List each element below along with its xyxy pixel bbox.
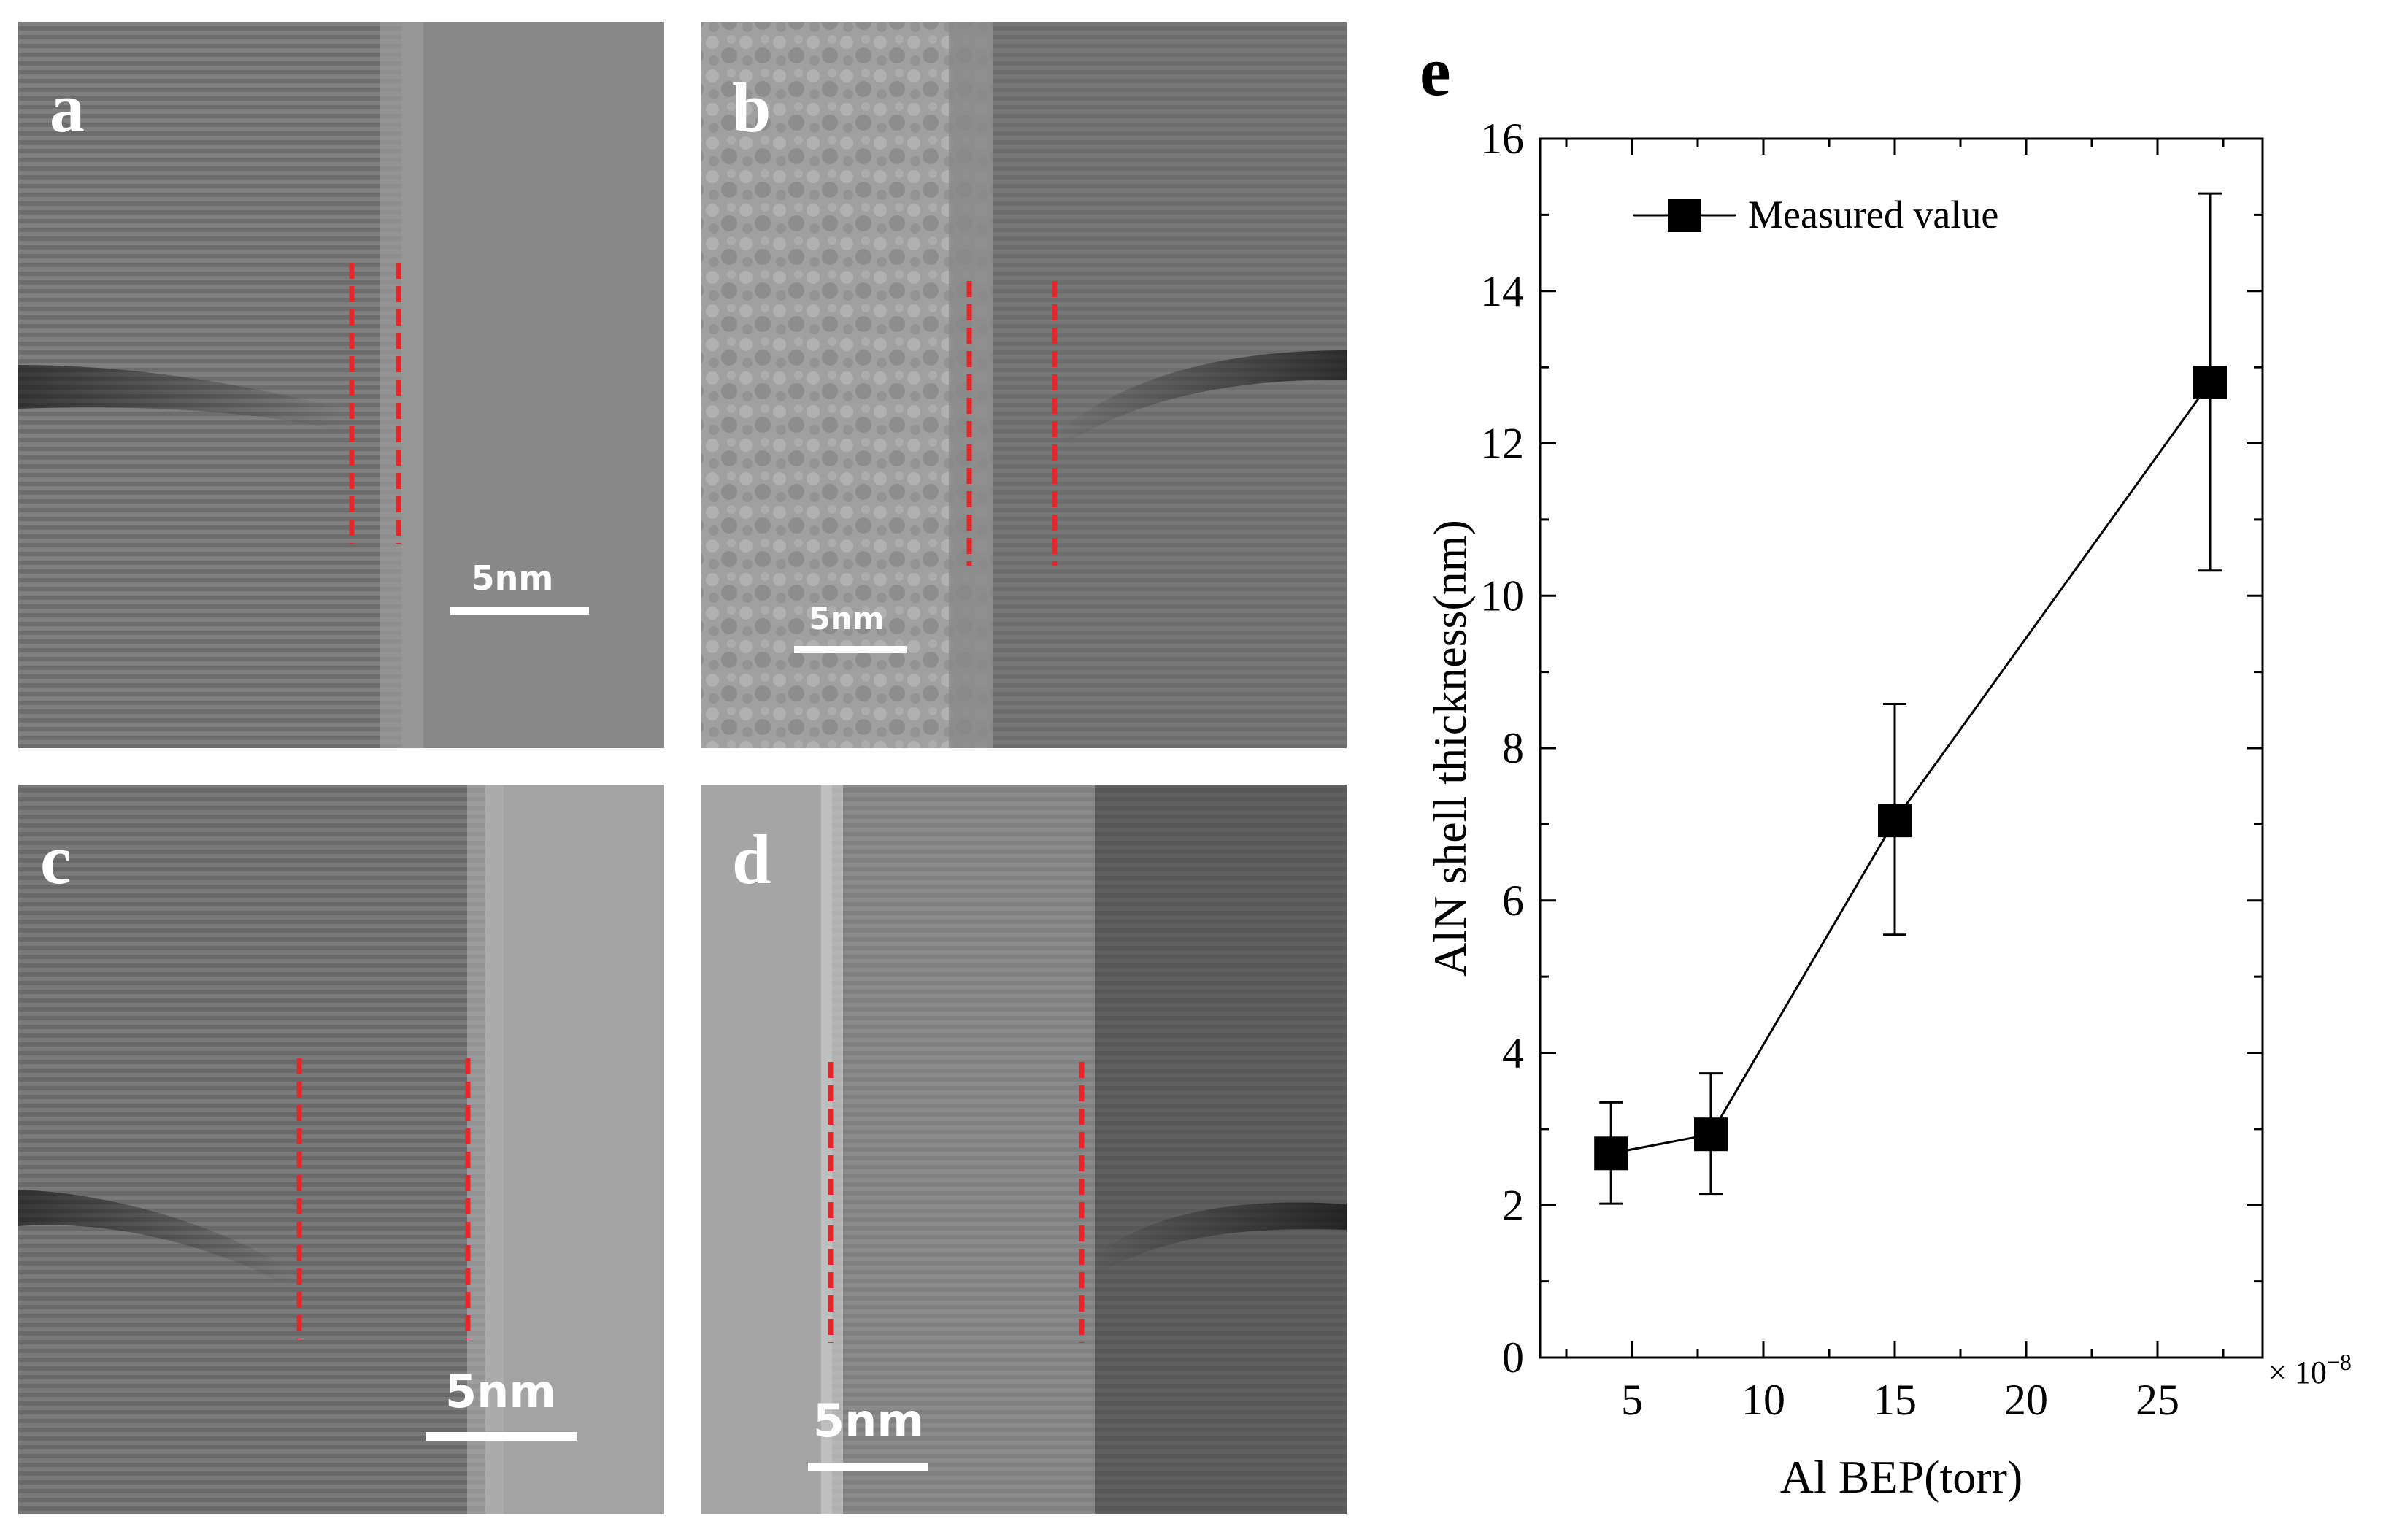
panel-c-interface-band	[467, 785, 504, 1514]
x-multiplier-exponent: −8	[2327, 1349, 2352, 1375]
panel-d-label: d	[732, 820, 771, 898]
tick-labels: 0 2 4 6 8 10 12 14 16 5 10 15 20 25	[1480, 115, 2179, 1424]
panel-c-dark-band	[18, 1190, 292, 1288]
x-tick-label: 25	[2136, 1376, 2179, 1424]
x-tick-label: 15	[1873, 1376, 1917, 1424]
tem-panel-d: d 5nm	[701, 785, 1347, 1514]
data-point	[2193, 366, 2227, 399]
plot-frame	[1539, 137, 2264, 1359]
panel-a-interface-band	[380, 22, 423, 748]
x-tick-label: 5	[1621, 1376, 1643, 1424]
panel-c-scale-bar	[426, 1432, 577, 1441]
tem-panel-b: b 5nm	[701, 22, 1347, 748]
panel-b-amorphous-region	[701, 22, 993, 748]
panel-a-dark-band	[18, 365, 343, 431]
y-tick-label: 6	[1502, 877, 1524, 925]
y-tick-label: 8	[1502, 724, 1524, 772]
y-tick-label: 12	[1480, 420, 1524, 468]
tem-panel-a: a 5nm	[18, 22, 664, 748]
tem-panel-c: c 5nm	[18, 785, 664, 1514]
panel-d-left-region	[701, 785, 832, 1514]
data-point	[1594, 1136, 1628, 1171]
y-tick-label: 16	[1480, 115, 1524, 163]
series-line	[1610, 382, 2212, 1155]
data-point	[1878, 804, 1912, 838]
y-tick-label: 14	[1480, 267, 1524, 315]
series-layer	[1594, 192, 2227, 1205]
legend-marker	[1668, 199, 1701, 232]
chart-panel-label: e	[1420, 32, 1451, 110]
panel-d-bright-edge	[821, 785, 843, 1514]
panel-d-dark-band	[1095, 1202, 1347, 1274]
thickness-chart: e 0 2 4 6 8 10 12 14 16 5 10 15 20 25 Al BEP(torr) Al…	[1420, 32, 2352, 1503]
y-tick-label: 0	[1502, 1333, 1524, 1382]
y-tick-label: 2	[1502, 1181, 1524, 1229]
data-point	[1694, 1117, 1728, 1152]
panel-c-label: c	[40, 820, 72, 898]
panel-b-scale-label: 5nm	[809, 601, 885, 636]
x-multiplier: × 10−8	[2268, 1349, 2352, 1390]
panel-b-label: b	[732, 69, 771, 147]
x-multiplier-base: × 10	[2268, 1355, 2327, 1390]
axis-ticks	[1540, 137, 2263, 1359]
x-axis-label: Al BEP(torr)	[1780, 1451, 2022, 1503]
x-tick-label: 10	[1741, 1376, 1785, 1424]
y-axis-label: AlN shell thickness(nm)	[1424, 520, 1476, 977]
y-tick-label: 10	[1480, 571, 1524, 620]
panel-c-scale-label: 5nm	[445, 1365, 556, 1418]
panel-d-lattice-fringes	[832, 785, 1347, 1514]
x-tick-label: 20	[2004, 1376, 2048, 1424]
panel-a-label: a	[50, 69, 85, 147]
panel-b-scale-bar	[794, 646, 907, 653]
panel-a-scale-label: 5nm	[472, 558, 554, 598]
panel-d-scale-label: 5nm	[813, 1394, 924, 1447]
panel-d-scale-bar	[808, 1463, 928, 1471]
legend-label: Measured value	[1748, 193, 1998, 236]
panel-c-lattice-fringes	[18, 785, 485, 1514]
y-tick-label: 4	[1502, 1029, 1524, 1077]
panel-b-dark-band	[1058, 350, 1347, 445]
panel-a-scale-bar	[450, 607, 589, 615]
legend: Measured value	[1633, 193, 1998, 236]
